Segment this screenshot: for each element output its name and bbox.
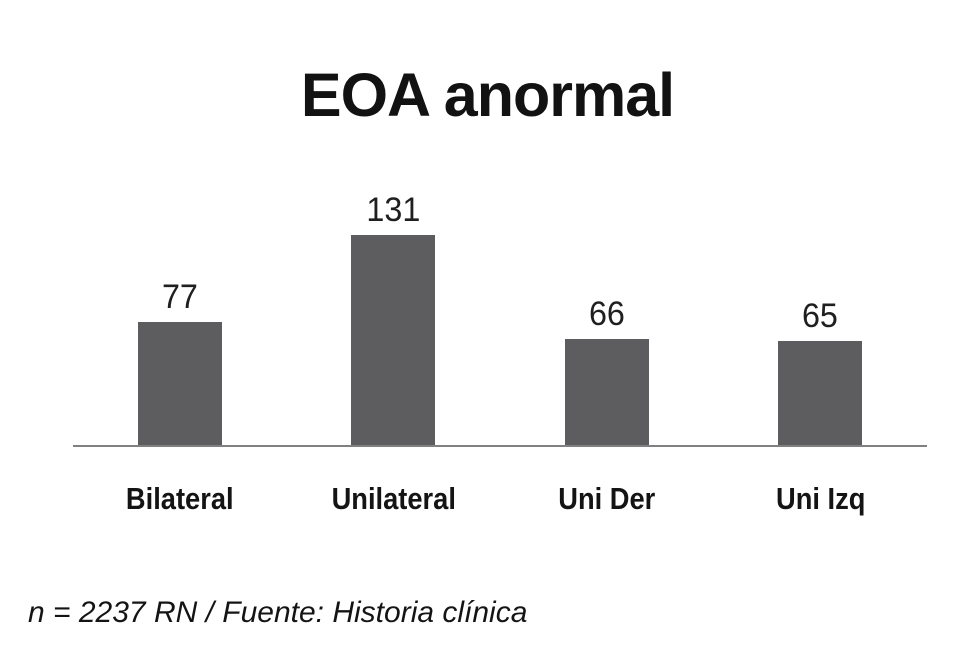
x-axis-label: Bilateral [125, 481, 234, 516]
chart-title: EOA anormal [300, 61, 675, 129]
bar-group: 66 [500, 160, 714, 445]
x-axis-label: Uni Izq [775, 481, 865, 516]
footnote: n = 2237 RN / Fuente: Historia clínica [28, 596, 528, 629]
bar [778, 341, 863, 445]
x-axis-labels: Bilateral Unilateral Uni Der Uni Izq [73, 481, 927, 517]
bar-group: 131 [287, 160, 501, 445]
bar-value-label: 66 [588, 295, 625, 333]
bar-group: 65 [714, 160, 928, 445]
bar-value-label: 131 [366, 191, 421, 229]
x-axis-label: Uni Der [558, 481, 656, 516]
x-axis-line [73, 445, 927, 447]
bar-group: 77 [73, 160, 287, 445]
bar [351, 235, 436, 445]
bar [137, 322, 222, 445]
bar-value-label: 77 [161, 278, 198, 316]
plot-area: 77 131 66 65 [73, 160, 927, 445]
bar [564, 339, 649, 445]
bar-chart: 77 131 66 65 Bilateral Unilateral Uni Der Uni … [73, 160, 927, 517]
x-axis-label: Unilateral [331, 481, 456, 516]
bar-value-label: 65 [802, 297, 839, 335]
